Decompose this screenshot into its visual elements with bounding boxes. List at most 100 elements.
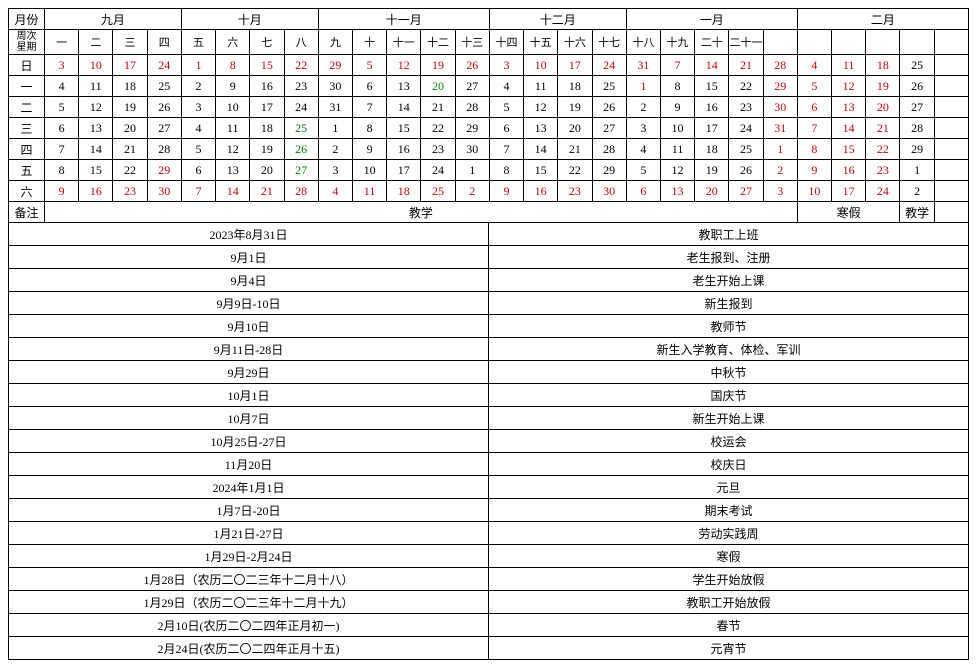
calendar-cell: 22 (284, 55, 318, 76)
calendar-cell: 27 (455, 76, 489, 97)
week-number: 一 (45, 30, 79, 55)
calendar-cell: 9 (352, 139, 386, 160)
calendar-cell: 30 (763, 97, 797, 118)
schedule-date: 10月7日 (9, 407, 489, 430)
week-label: 周次星期 (9, 30, 45, 55)
calendar-cell: 1 (763, 139, 797, 160)
calendar-cell: 5 (489, 97, 523, 118)
calendar-cell: 12 (524, 97, 558, 118)
calendar-cell: 10 (797, 181, 831, 202)
schedule-date: 9月1日 (9, 246, 489, 269)
calendar-cell: 13 (832, 97, 866, 118)
week-number (797, 30, 831, 55)
calendar-cell: 22 (729, 76, 763, 97)
calendar-cell: 20 (421, 76, 455, 97)
calendar-cell: 29 (592, 160, 626, 181)
calendar-cell: 18 (250, 118, 284, 139)
calendar-cell: 7 (181, 181, 215, 202)
month-header: 十一月 (318, 9, 489, 30)
week-number: 七 (250, 30, 284, 55)
calendar-cell: 24 (421, 160, 455, 181)
week-number: 十一 (387, 30, 421, 55)
calendar-cell: 21 (866, 118, 900, 139)
calendar-cell: 7 (45, 139, 79, 160)
week-number: 三 (113, 30, 147, 55)
calendar-cell: 6 (626, 181, 660, 202)
calendar-cell: 3 (763, 181, 797, 202)
calendar-cell: 11 (660, 139, 694, 160)
calendar-cell: 27 (147, 118, 181, 139)
calendar-cell: 15 (832, 139, 866, 160)
calendar-cell: 1 (455, 160, 489, 181)
calendar-cell: 26 (455, 55, 489, 76)
calendar-cell: 17 (387, 160, 421, 181)
calendar-cell: 14 (387, 97, 421, 118)
calendar-cell: 7 (489, 139, 523, 160)
calendar-cell: 1 (900, 160, 934, 181)
week-number: 十六 (558, 30, 592, 55)
schedule-date: 1月29日（农历二〇二三年十二月十九） (9, 591, 489, 614)
week-number: 十二 (421, 30, 455, 55)
day-label: 二 (9, 97, 45, 118)
calendar-cell: 4 (797, 55, 831, 76)
calendar-cell: 14 (695, 55, 729, 76)
week-number: 二十一 (729, 30, 763, 55)
schedule-event: 教师节 (489, 315, 969, 338)
calendar-cell: 29 (318, 55, 352, 76)
calendar-cell: 6 (797, 97, 831, 118)
calendar-cell: 29 (900, 139, 934, 160)
schedule-event: 新生入学教育、体检、军训 (489, 338, 969, 361)
calendar-cell: 23 (558, 181, 592, 202)
month-header: 一月 (626, 9, 797, 30)
calendar-cell: 10 (79, 55, 113, 76)
calendar-cell: 29 (455, 118, 489, 139)
calendar-cell: 29 (763, 76, 797, 97)
calendar-cell: 9 (489, 181, 523, 202)
calendar-cell: 11 (79, 76, 113, 97)
calendar-cell: 15 (79, 160, 113, 181)
note-label: 备注 (9, 202, 45, 223)
day-label: 日 (9, 55, 45, 76)
week-number: 十九 (660, 30, 694, 55)
calendar-cell: 22 (866, 139, 900, 160)
calendar-cell: 30 (592, 181, 626, 202)
week-number (934, 30, 968, 55)
calendar-cell: 26 (147, 97, 181, 118)
calendar-cell: 19 (558, 97, 592, 118)
calendar-cell: 7 (797, 118, 831, 139)
schedule-date: 10月1日 (9, 384, 489, 407)
calendar-cell: 13 (660, 181, 694, 202)
calendar-cell: 2 (318, 139, 352, 160)
week-number: 二十 (695, 30, 729, 55)
calendar-cell: 31 (626, 55, 660, 76)
calendar-cell: 5 (797, 76, 831, 97)
calendar-cell: 8 (660, 76, 694, 97)
calendar-cell: 25 (900, 55, 934, 76)
calendar-cell: 21 (729, 55, 763, 76)
schedule-event: 教职工开始放假 (489, 591, 969, 614)
note-cell: 教学 (45, 202, 798, 223)
schedule-event: 老生开始上课 (489, 269, 969, 292)
calendar-cell: 26 (729, 160, 763, 181)
calendar-cell: 28 (147, 139, 181, 160)
calendar-cell: 16 (695, 97, 729, 118)
calendar-cell: 19 (113, 97, 147, 118)
schedule-event: 学生开始放假 (489, 568, 969, 591)
note-cell: 教学 (900, 202, 934, 223)
calendar-cell: 27 (592, 118, 626, 139)
schedule-event: 老生报到、注册 (489, 246, 969, 269)
calendar-cell: 23 (284, 76, 318, 97)
calendar-cell: 1 (181, 55, 215, 76)
schedule-event: 寒假 (489, 545, 969, 568)
schedule-date: 10月25日-27日 (9, 430, 489, 453)
calendar-cell: 22 (421, 118, 455, 139)
calendar-cell: 24 (592, 55, 626, 76)
schedule-event: 春节 (489, 614, 969, 637)
week-number: 九 (318, 30, 352, 55)
calendar-cell: 8 (216, 55, 250, 76)
calendar-cell: 6 (352, 76, 386, 97)
calendar-cell: 6 (489, 118, 523, 139)
week-number (832, 30, 866, 55)
calendar-cell: 5 (352, 55, 386, 76)
calendar-cell: 21 (113, 139, 147, 160)
